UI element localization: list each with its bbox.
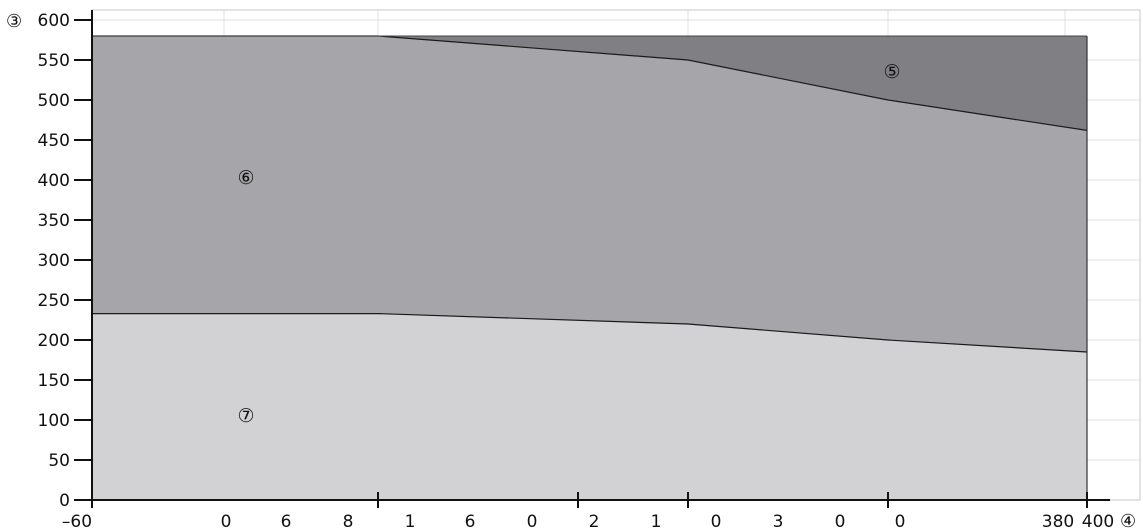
- x-tick-label: 1: [651, 512, 662, 531]
- x-tick-label: 380: [1042, 512, 1074, 531]
- y-tick-label: 300: [38, 251, 70, 271]
- x-tick-label: 1: [405, 512, 416, 531]
- boundary-lines: [92, 35, 1088, 500]
- y-tick-label: 500: [38, 91, 70, 111]
- region-label-2: ⑥: [237, 167, 254, 189]
- x-tick-label: 0: [527, 512, 538, 531]
- x-tick-label: 6: [281, 512, 292, 531]
- y-tick-label: 600: [38, 11, 70, 31]
- x-tick-label: 6: [465, 512, 476, 531]
- x-tick-label: 0: [835, 512, 846, 531]
- y-tick-label: 150: [38, 371, 70, 391]
- y-tick-label: 50: [48, 451, 70, 471]
- axes: [74, 10, 1110, 508]
- y-axis-marker: ③: [6, 11, 22, 32]
- x-tick-label: 0: [895, 512, 906, 531]
- x-tick-label: 3: [773, 512, 784, 531]
- area-region-2: [92, 36, 1087, 352]
- y-tick-label: 200: [38, 331, 70, 351]
- area-region-1: [92, 36, 1087, 131]
- y-tick-label: 100: [38, 411, 70, 431]
- x-tick-label: 400: [1082, 512, 1114, 531]
- area-region-3: [92, 313, 1087, 500]
- area-regions: [92, 36, 1087, 500]
- y-tick-label: 550: [38, 51, 70, 71]
- y-tick-label: 400: [38, 171, 70, 191]
- region-label-3: ⑦: [237, 405, 254, 427]
- region-label-1: ⑤: [883, 61, 900, 83]
- y-tick-label: 450: [38, 131, 70, 151]
- x-tick-label: 8: [343, 512, 354, 531]
- y-tick-label: 0: [59, 491, 70, 511]
- x-tick-label: 2: [589, 512, 600, 531]
- y-tick-label: 250: [38, 291, 70, 311]
- x-tick-label: 0: [221, 512, 232, 531]
- y-tick-label: 350: [38, 211, 70, 231]
- x-tick-label: 0: [711, 512, 722, 531]
- x-axis-marker: ④: [1120, 511, 1136, 531]
- x-tick-label: –60: [62, 512, 92, 531]
- boundary-line: [92, 313, 1088, 353]
